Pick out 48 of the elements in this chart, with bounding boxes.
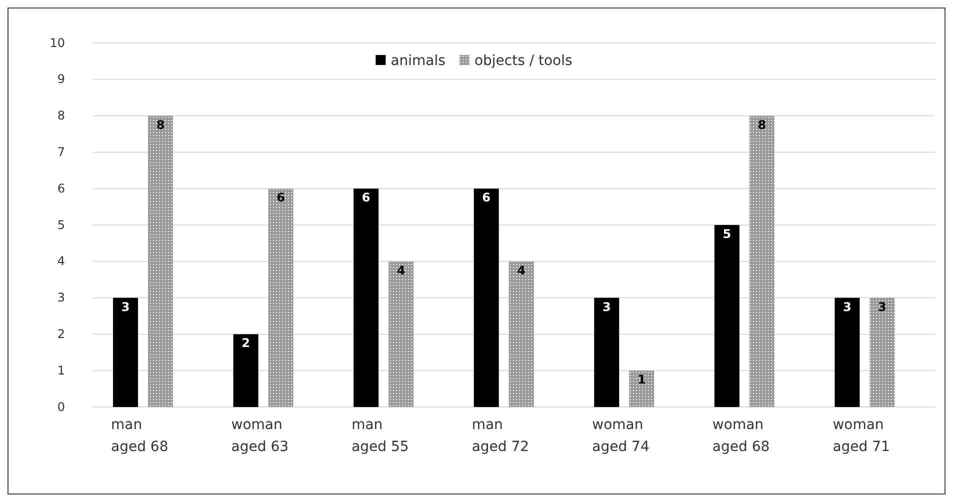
- x-tick-label: woman aged 63: [231, 417, 289, 455]
- bar: [354, 188, 379, 407]
- data-label: 3: [121, 300, 130, 314]
- data-label: 3: [843, 300, 852, 314]
- bar: [148, 116, 173, 407]
- data-label: 4: [517, 263, 526, 278]
- y-tick-label: 3: [57, 290, 65, 305]
- bar: [714, 225, 740, 407]
- data-label: 3: [878, 300, 886, 314]
- x-tick-label: man aged 68: [111, 417, 168, 455]
- y-tick-label: 2: [57, 327, 65, 342]
- legend-label: objects / tools: [474, 53, 572, 69]
- data-label: 8: [156, 118, 165, 132]
- y-tick-label: 8: [57, 108, 65, 123]
- x-tick-label: man aged 55: [352, 417, 409, 455]
- x-tick-label: woman aged 71: [832, 417, 890, 455]
- bar: [233, 334, 258, 407]
- y-tick-label: 7: [57, 145, 65, 160]
- y-tick-label: 1: [57, 363, 65, 378]
- bar: [474, 188, 499, 407]
- data-label: 3: [602, 300, 611, 314]
- bar: [834, 298, 860, 407]
- y-tick-label: 6: [57, 181, 65, 196]
- data-label: 2: [242, 336, 250, 350]
- legend-label: animals: [390, 53, 446, 69]
- bar: [629, 370, 654, 407]
- y-tick-label: 0: [57, 400, 65, 414]
- data-label: 4: [396, 263, 406, 278]
- data-label: 8: [758, 118, 766, 132]
- bar: [870, 298, 895, 407]
- x-tick-label: woman aged 68: [712, 417, 770, 455]
- bar: [268, 188, 294, 407]
- bar: [113, 298, 138, 407]
- data-label: 1: [637, 372, 646, 387]
- y-tick-label: 9: [57, 72, 65, 86]
- bar: [508, 261, 534, 407]
- bar: [388, 261, 414, 407]
- data-label: 5: [722, 227, 732, 241]
- y-tick-label: 4: [57, 254, 65, 268]
- data-label: 6: [482, 190, 491, 205]
- bar: [594, 298, 620, 407]
- data-label: 6: [362, 190, 370, 205]
- x-tick-label: woman aged 74: [592, 417, 650, 455]
- bar: [749, 116, 774, 407]
- y-tick-label: 10: [50, 36, 65, 50]
- x-tick-label: man aged 72: [472, 417, 530, 455]
- y-tick-label: 5: [57, 218, 65, 232]
- data-label: 6: [276, 190, 285, 205]
